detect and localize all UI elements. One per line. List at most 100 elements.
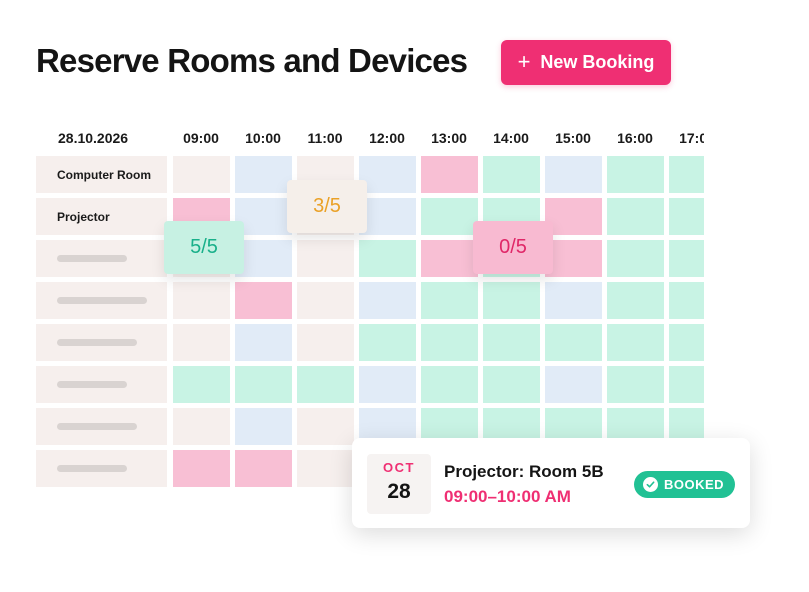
time-slot[interactable] [359,324,416,361]
time-slot[interactable] [669,366,704,403]
time-label: 09:00 [183,130,219,146]
time-slot[interactable] [297,450,354,487]
time-slot[interactable] [669,156,704,193]
time-slot[interactable] [607,240,664,277]
time-label: 12:00 [369,130,405,146]
date-day: 28 [387,480,411,503]
resource-row [36,240,704,277]
time-slot[interactable] [483,282,540,319]
plus-icon: + [517,48,531,74]
time-slot[interactable] [669,282,704,319]
time-label: 14:00 [493,130,529,146]
date-month: OCT [383,460,415,475]
time-slot[interactable] [173,408,230,445]
schedule-date: 28.10.2026 [58,130,129,146]
time-slot[interactable] [545,156,602,193]
time-slot[interactable] [359,282,416,319]
time-slot[interactable] [297,282,354,319]
time-slot[interactable] [235,156,292,193]
resource-label [36,324,167,361]
resource-row [36,366,704,403]
schedule-grid: 28.10.2026 09:00 10:00 11:00 12:00 13:00 14:0… [36,124,704,489]
time-slot[interactable] [173,282,230,319]
time-slot[interactable] [545,324,602,361]
page-title: Reserve Rooms and Devices [36,42,468,79]
placeholder-bar [57,423,137,430]
time-slot[interactable] [297,408,354,445]
resource-label [36,240,167,277]
time-slot[interactable] [607,156,664,193]
time-slot[interactable] [235,282,292,319]
check-circle-icon [643,477,658,492]
placeholder-bar [57,255,127,262]
time-label: 16:00 [617,130,653,146]
time-label: 17:00 [679,130,704,146]
time-slot[interactable] [173,156,230,193]
time-slot[interactable] [297,324,354,361]
time-slot[interactable] [421,156,478,193]
time-label: 11:00 [307,130,343,146]
resource-label [36,282,167,319]
time-slot[interactable] [483,366,540,403]
date-badge: OCT 28 [367,454,431,514]
time-slot[interactable] [607,324,664,361]
time-slot[interactable] [421,282,478,319]
availability-tooltip: 5/5 [164,221,244,274]
availability-tooltip: 0/5 [473,221,553,274]
time-label: 13:00 [431,130,467,146]
time-slot[interactable] [607,366,664,403]
time-slot[interactable] [359,240,416,277]
placeholder-bar [57,297,147,304]
booking-title: Projector: Room 5B [444,462,604,481]
status-badge: BOOKED [634,471,736,498]
time-label: 10:00 [245,130,281,146]
time-slot[interactable] [483,156,540,193]
resource-row: Computer Room [36,156,704,193]
time-slot[interactable] [297,366,354,403]
time-slot[interactable] [235,366,292,403]
time-slot[interactable] [235,450,292,487]
booking-card[interactable]: OCT 28 Projector: Room 5B 09:00–10:00 AM… [352,438,750,528]
time-slot[interactable] [235,408,292,445]
time-slot[interactable] [359,156,416,193]
resource-row: Projector [36,198,704,235]
time-slot[interactable] [421,240,478,277]
resource-label [36,366,167,403]
time-slot[interactable] [669,198,704,235]
resource-row [36,324,704,361]
time-slot[interactable] [669,324,704,361]
time-slot[interactable] [545,282,602,319]
resource-label: Projector [36,198,167,235]
resource-label [36,450,167,487]
resource-label [36,408,167,445]
status-label: BOOKED [664,477,725,492]
placeholder-bar [57,465,127,472]
time-slot[interactable] [235,324,292,361]
resource-name: Projector [57,209,110,224]
time-slot[interactable] [545,366,602,403]
time-slot[interactable] [545,198,602,235]
time-slot[interactable] [421,366,478,403]
time-slot[interactable] [173,366,230,403]
time-slot[interactable] [235,198,292,235]
time-slot[interactable] [235,240,292,277]
time-slot[interactable] [173,324,230,361]
time-slot[interactable] [173,450,230,487]
time-slot[interactable] [669,240,704,277]
time-slot[interactable] [359,198,416,235]
resource-name: Computer Room [57,167,151,182]
new-booking-button[interactable]: + New Booking [501,40,671,85]
resource-row [36,408,704,445]
time-slot[interactable] [607,282,664,319]
booking-time: 09:00–10:00 AM [444,487,571,506]
time-slot[interactable] [545,240,602,277]
time-slot[interactable] [421,324,478,361]
placeholder-bar [57,339,137,346]
time-slot[interactable] [483,324,540,361]
time-slot[interactable] [297,240,354,277]
time-slot[interactable] [359,366,416,403]
new-booking-label: New Booking [540,52,655,72]
time-slot[interactable] [421,198,478,235]
schedule-header: 28.10.2026 09:00 10:00 11:00 12:00 13:00 14:0… [36,124,704,152]
time-slot[interactable] [607,198,664,235]
